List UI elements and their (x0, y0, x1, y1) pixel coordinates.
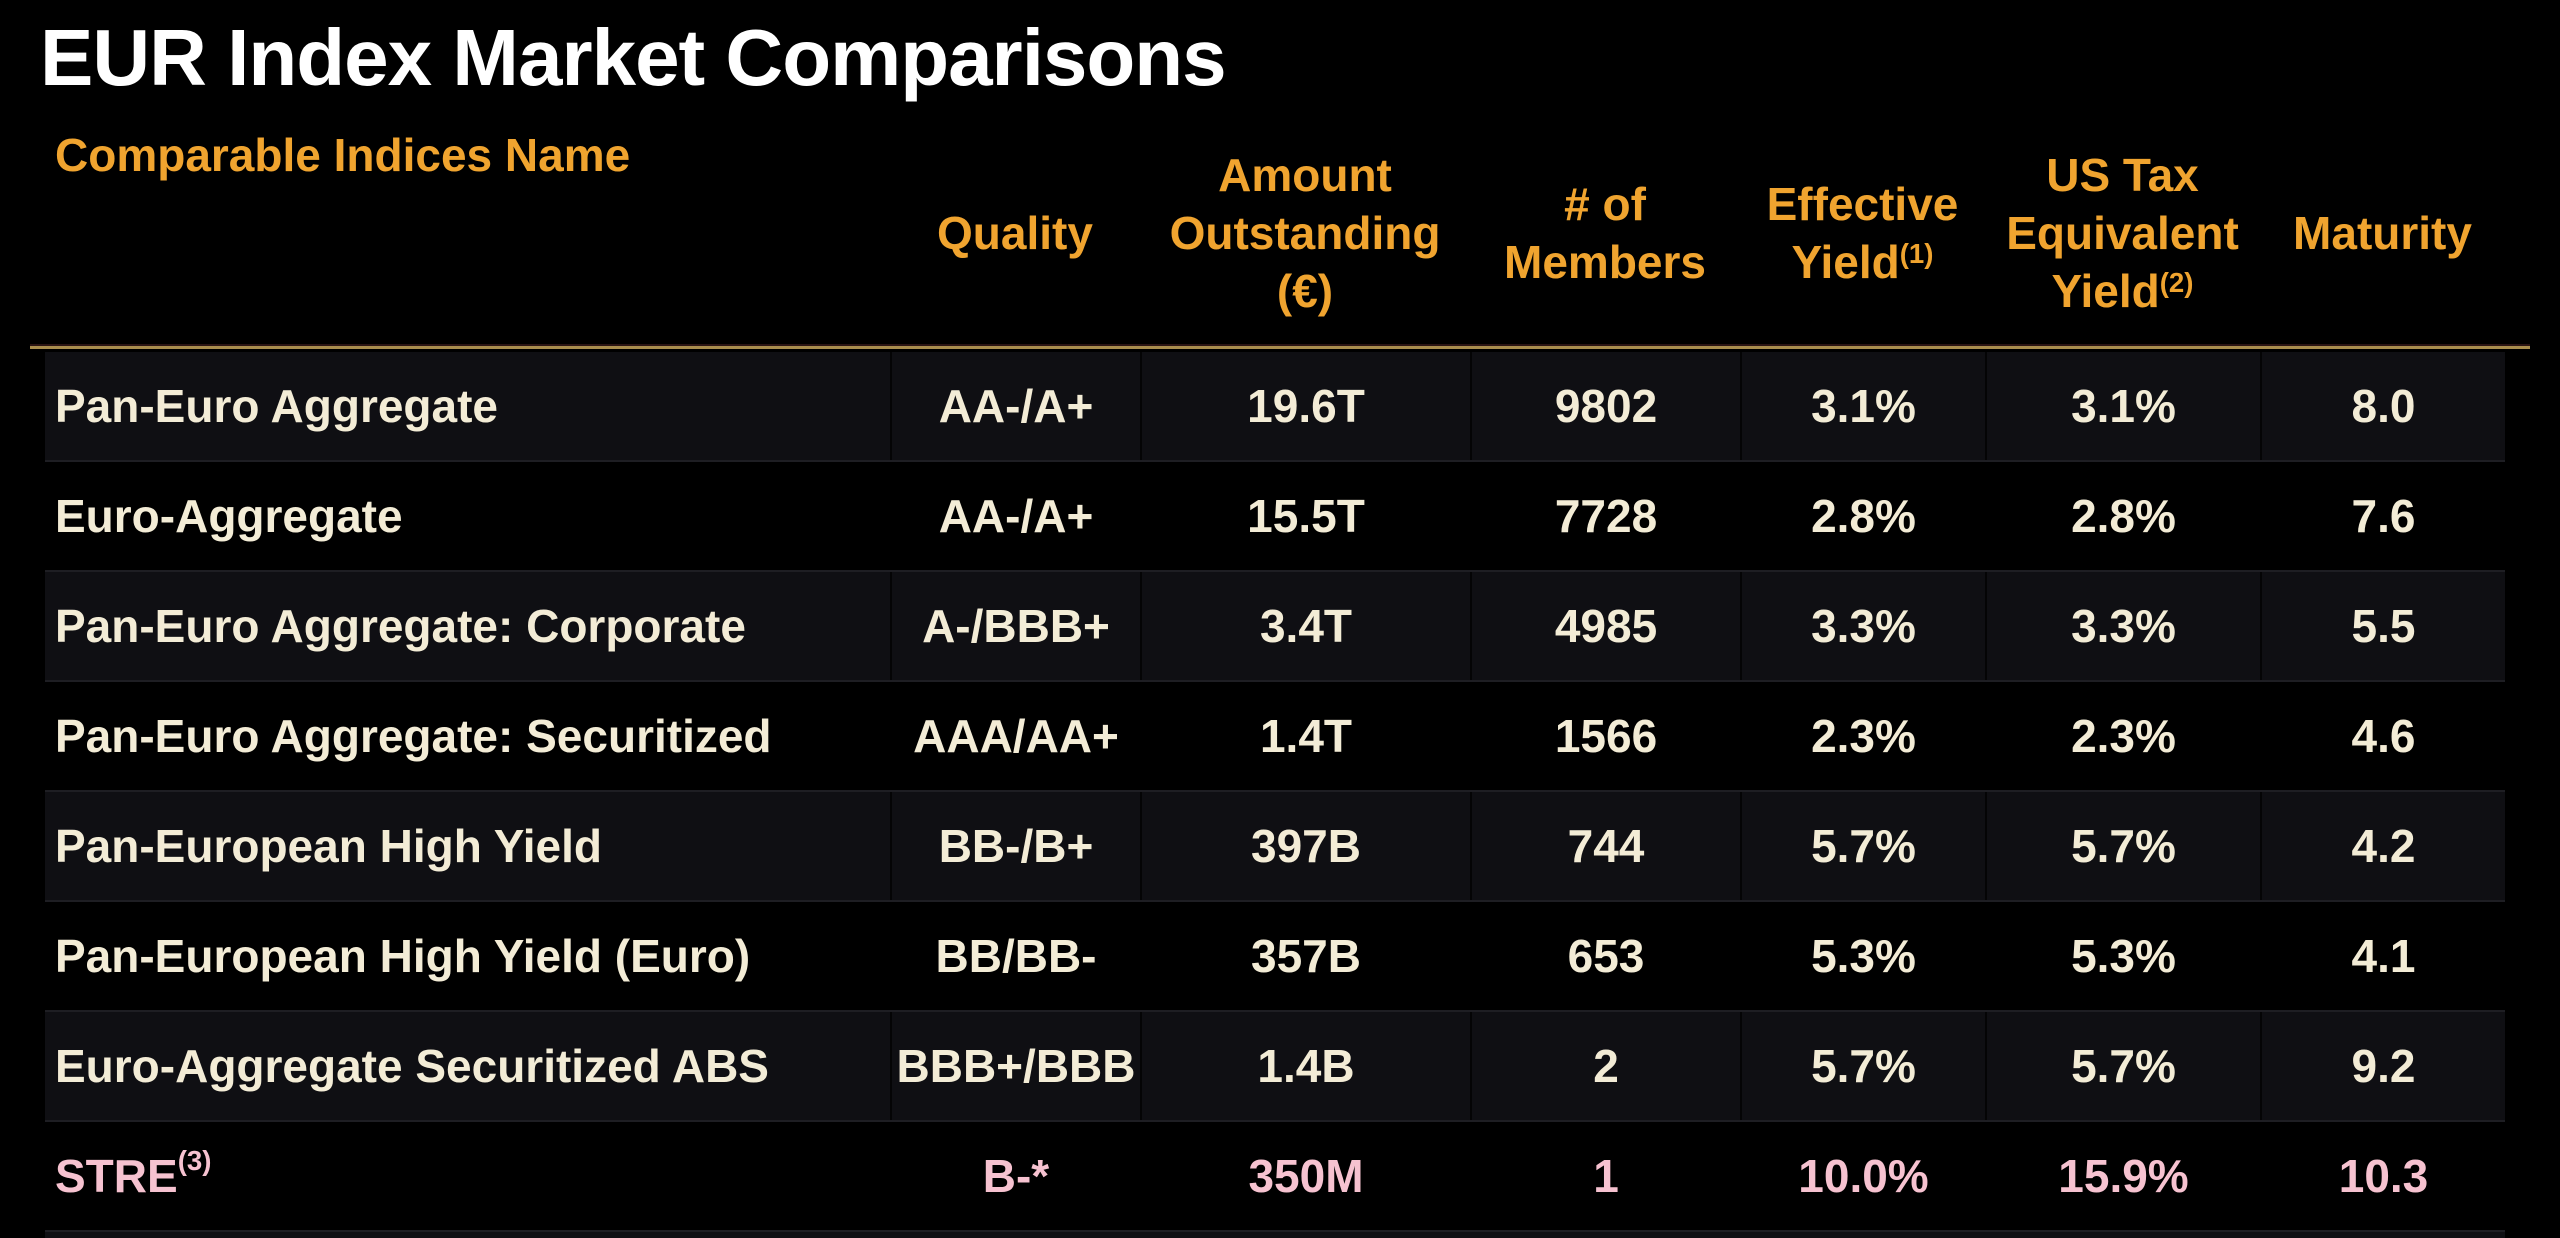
cell-eff_yield: 5.3% (1740, 902, 1985, 1010)
cell-name: Pan-European High Yield (Euro) (55, 930, 751, 982)
col-header-label: Quality (937, 207, 1093, 259)
col-header-label: Maturity (2293, 207, 2472, 259)
cell-quality: AAA/AA+ (890, 682, 1140, 790)
cell-amount: 3.4T (1140, 572, 1470, 680)
cell-quality: BBB+/BBB (890, 1012, 1140, 1120)
col-header-maturity: Maturity (2260, 126, 2505, 340)
cell-us_tax: 2.3% (1985, 682, 2260, 790)
cell-amount: 1.4T (1140, 682, 1470, 790)
cell-maturity: 4.6 (2260, 682, 2505, 790)
cell-eff_yield: 2.3% (1740, 682, 1985, 790)
cell-name: Euro-Aggregate (55, 490, 403, 542)
cell-maturity: 4.2 (2260, 792, 2505, 900)
footnote-marker-2: (2) (2159, 266, 2194, 298)
cell-members: 653 (1470, 902, 1740, 1010)
col-header-label: Comparable Indices Name (55, 129, 631, 181)
cell-quality: B-* (890, 1122, 1140, 1230)
cell-quality: BB-/B+ (890, 792, 1140, 900)
cell-us_tax: 15.9% (1985, 1122, 2260, 1230)
col-header-label: Amount (1218, 149, 1392, 201)
cell-members: 1566 (1470, 682, 1740, 790)
table-row-highlighted: STRE (3) B-* 350M 1 10.0% 15.9% 10.3 (45, 1122, 2505, 1232)
cell-eff_yield: 5.7% (1740, 1012, 1985, 1120)
cell-name: Pan-Euro Aggregate: Securitized (55, 710, 772, 762)
cell-members: 744 (1470, 792, 1740, 900)
cell-amount: 1.4B (1140, 1012, 1470, 1120)
cell-us_tax: 5.7% (1985, 792, 2260, 900)
cell-maturity: 10.3 (2260, 1122, 2505, 1230)
cell-us_tax: 2.8% (1985, 462, 2260, 570)
cell-quality: AA-/A+ (890, 352, 1140, 460)
table-header-row: Comparable Indices Name Quality Amount O… (45, 126, 2505, 340)
cell-amount: 350M (1140, 1122, 1470, 1230)
bottom-row-sliver (45, 1232, 2505, 1238)
cell-name: Euro-Aggregate Securitized ABS (55, 1040, 769, 1092)
col-header-label: US Tax (2046, 149, 2199, 201)
col-header-amount-outstanding: Amount Outstanding (€) (1140, 126, 1470, 340)
cell-maturity: 5.5 (2260, 572, 2505, 680)
table-row: Pan-European High Yield BB-/B+ 397B 744 5.7%… (45, 792, 2505, 902)
col-header-us-tax-equivalent-yield: US Tax Equivalent Yield(2) (1985, 126, 2260, 340)
header-divider-line (30, 344, 2530, 349)
table-row: Euro-Aggregate AA-/A+ 15.5T 7728 2.8% 2.8% 7.6 (45, 462, 2505, 572)
cell-name: Pan-European High Yield (55, 820, 602, 872)
cell-us_tax: 5.3% (1985, 902, 2260, 1010)
cell-members: 2 (1470, 1012, 1740, 1120)
cell-members: 9802 (1470, 352, 1740, 460)
cell-maturity: 9.2 (2260, 1012, 2505, 1120)
cell-eff_yield: 3.1% (1740, 352, 1985, 460)
col-header-label: Yield(2) (2051, 265, 2194, 317)
cell-us_tax: 3.1% (1985, 352, 2260, 460)
cell-name: STRE (3) (55, 1144, 212, 1202)
cell-maturity: 7.6 (2260, 462, 2505, 570)
table-row: Pan-Euro Aggregate: Corporate A-/BBB+ 3.4T… (45, 572, 2505, 682)
table-body: Pan-Euro Aggregate AA-/A+ 19.6T 9802 3.1% 3.1… (45, 352, 2505, 1232)
cell-members: 7728 (1470, 462, 1740, 570)
cell-eff_yield: 10.0% (1740, 1122, 1985, 1230)
cell-members: 4985 (1470, 572, 1740, 680)
col-header-number-of-members: # of Members (1470, 126, 1740, 340)
cell-us_tax: 3.3% (1985, 572, 2260, 680)
col-header-label: Yield(1) (1791, 236, 1934, 288)
cell-members: 1 (1470, 1122, 1740, 1230)
col-header-quality: Quality (890, 126, 1140, 340)
footnote-marker-1: (1) (1899, 237, 1934, 269)
cell-quality: A-/BBB+ (890, 572, 1140, 680)
cell-amount: 357B (1140, 902, 1470, 1010)
cell-amount: 397B (1140, 792, 1470, 900)
cell-name: Pan-Euro Aggregate (55, 380, 499, 432)
cell-quality: BB/BB- (890, 902, 1140, 1010)
col-header-label: Equivalent (2006, 207, 2239, 259)
cell-eff_yield: 3.3% (1740, 572, 1985, 680)
cell-amount: 15.5T (1140, 462, 1470, 570)
cell-us_tax: 5.7% (1985, 1012, 2260, 1120)
col-header-label: Effective (1766, 178, 1959, 230)
col-header-label: (€) (1276, 265, 1334, 317)
table-row: Pan-Euro Aggregate: Securitized AAA/AA+ 1.… (45, 682, 2505, 792)
table-row: Pan-European High Yield (Euro) BB/BB- 357B… (45, 902, 2505, 1012)
cell-amount: 19.6T (1140, 352, 1470, 460)
cell-quality: AA-/A+ (890, 462, 1140, 570)
col-header-effective-yield: Effective Yield(1) (1740, 126, 1985, 340)
cell-maturity: 4.1 (2260, 902, 2505, 1010)
page-title: EUR Index Market Comparisons (40, 13, 1227, 102)
col-header-comparable-indices-name: Comparable Indices Name (45, 126, 890, 340)
cell-eff_yield: 2.8% (1740, 462, 1985, 570)
col-header-label: Outstanding (1169, 207, 1441, 259)
cell-eff_yield: 5.7% (1740, 792, 1985, 900)
col-header-label: # of (1564, 178, 1646, 230)
cell-name: Pan-Euro Aggregate: Corporate (55, 600, 746, 652)
table-row: Euro-Aggregate Securitized ABS BBB+/BBB 1.… (45, 1012, 2505, 1122)
col-header-label: Members (1504, 236, 1706, 288)
cell-maturity: 8.0 (2260, 352, 2505, 460)
table-row: Pan-Euro Aggregate AA-/A+ 19.6T 9802 3.1% 3.1… (45, 352, 2505, 462)
